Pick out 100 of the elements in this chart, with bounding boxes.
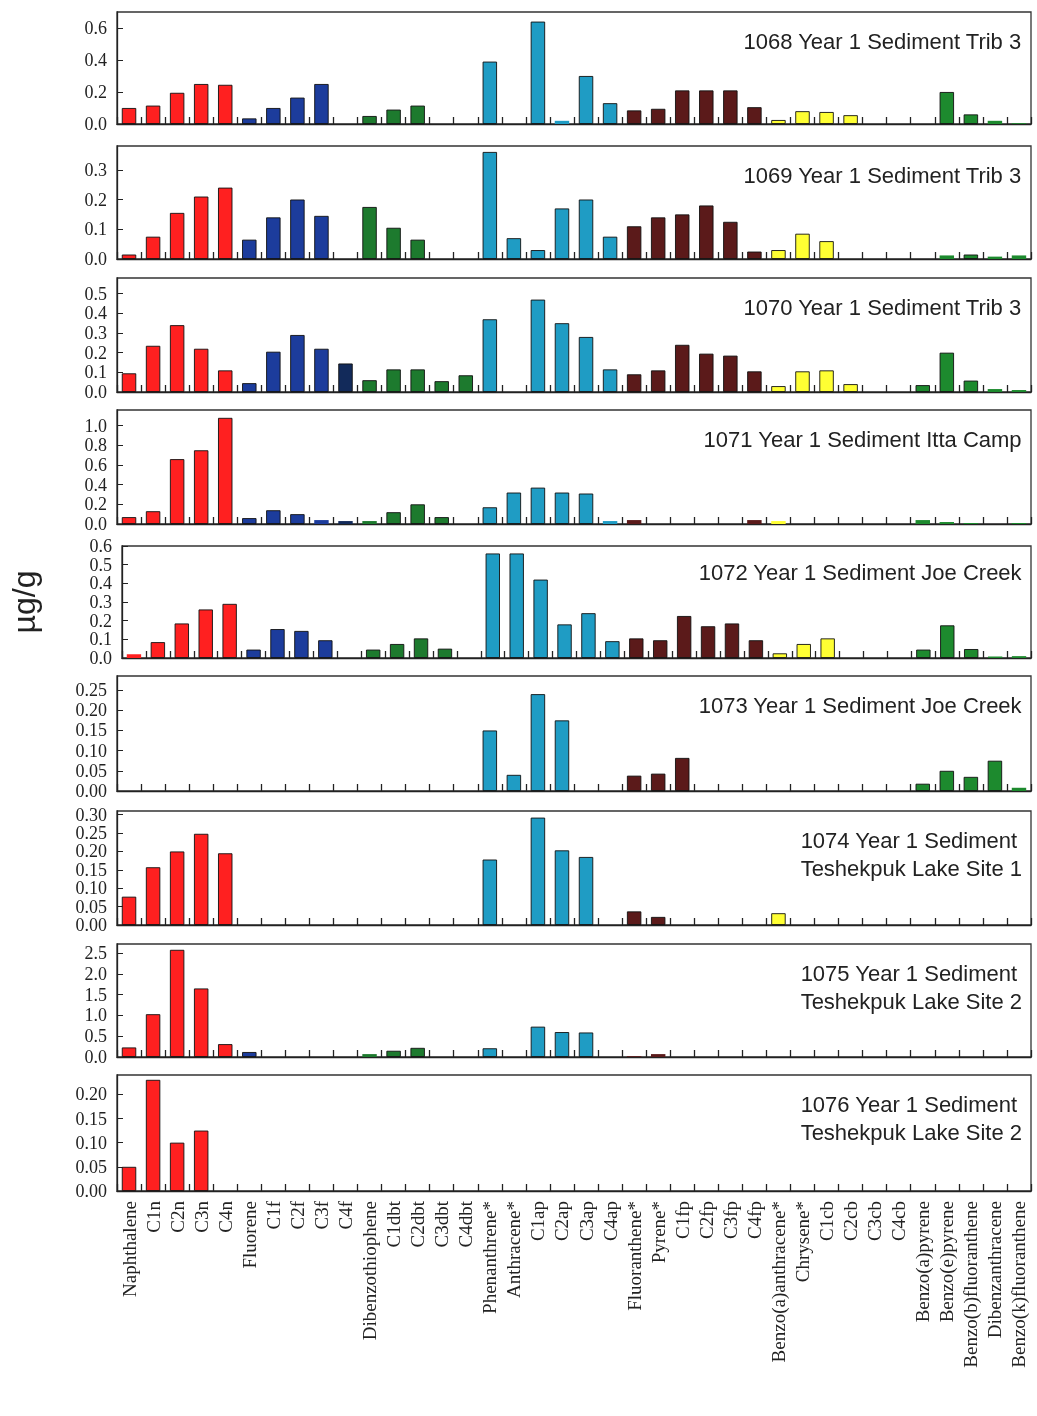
bar	[193, 348, 209, 392]
bar	[578, 493, 594, 524]
bar	[650, 108, 666, 124]
bar	[362, 206, 377, 259]
bar	[554, 850, 570, 925]
y-tick-label: 2.0	[84, 963, 107, 984]
bar	[747, 371, 762, 392]
x-tick-label: C2ap	[551, 1201, 573, 1242]
bar	[145, 1079, 161, 1191]
bar	[318, 640, 333, 658]
bar	[242, 383, 257, 392]
bar	[482, 859, 498, 925]
y-tick-label: 0.10	[75, 1132, 107, 1153]
text: 1070 Year 1 Sediment Trib 3	[743, 294, 1022, 320]
bar	[218, 84, 233, 124]
x-tick-label: Anthracene*	[503, 1201, 525, 1299]
bar	[246, 649, 261, 658]
bar	[145, 345, 161, 392]
bar	[987, 760, 1003, 791]
x-tick-label: C4f	[335, 1200, 356, 1230]
y-tick-label: 0.15	[75, 859, 107, 880]
bar	[121, 517, 137, 524]
bar	[557, 624, 572, 658]
bar	[1011, 255, 1027, 259]
bar	[724, 623, 740, 658]
bar	[193, 196, 209, 259]
bar	[940, 625, 955, 658]
bar	[650, 916, 666, 925]
bar	[819, 112, 834, 124]
bar	[509, 553, 524, 658]
x-tick-label: Chrysene*	[792, 1201, 813, 1283]
bar	[362, 521, 377, 524]
bar	[482, 151, 498, 259]
x-tick-label: C1f	[262, 1200, 284, 1230]
text: 1069 Year 1 Sediment Trib 3	[743, 162, 1022, 188]
bar	[218, 187, 233, 259]
y-tick-label: 0.25	[75, 823, 107, 844]
x-tick-label: C4n	[214, 1200, 236, 1233]
bar	[121, 1166, 137, 1191]
y-tick-label: 0.2	[84, 189, 107, 210]
bar	[169, 92, 185, 124]
bar	[939, 770, 955, 791]
bar	[482, 319, 498, 392]
bar	[410, 369, 425, 392]
bar	[270, 629, 285, 658]
text: 1071 Year 1 Sediment Itta Camp	[703, 426, 1022, 452]
bar	[386, 1050, 401, 1057]
bar	[386, 369, 401, 392]
y-tick-label: 0.2	[84, 494, 107, 515]
x-tick-label: C4fp	[743, 1201, 765, 1239]
x-tick-label: C2n	[166, 1200, 188, 1233]
bar	[771, 250, 786, 259]
x-tick-label: C4dbt	[455, 1200, 477, 1248]
bar	[533, 579, 548, 658]
y-tick-label: 0.20	[75, 1084, 107, 1105]
bar	[198, 609, 213, 658]
bar	[653, 640, 668, 658]
bar	[314, 215, 329, 259]
bar	[771, 120, 786, 124]
bar	[121, 108, 137, 124]
bar	[145, 105, 161, 124]
x-tick-label: Benzo(k)fluoranthene	[1008, 1201, 1031, 1368]
bar	[410, 504, 425, 524]
bar	[602, 103, 618, 124]
bar	[796, 644, 811, 658]
bar	[314, 348, 329, 392]
x-tick-label: Benzo(b)fluoranthene	[960, 1201, 983, 1368]
bar	[434, 517, 449, 524]
y-tick-label: 0.0	[84, 1047, 107, 1067]
x-tick-label: C2fp	[695, 1201, 717, 1239]
bar	[987, 389, 1003, 392]
bar	[386, 227, 401, 259]
bar	[458, 375, 473, 392]
bar	[675, 214, 690, 259]
bar	[723, 355, 738, 392]
x-tick-label: C4cb	[888, 1201, 910, 1242]
bar	[795, 233, 810, 259]
bar	[437, 648, 453, 658]
bar	[530, 817, 546, 925]
bar	[145, 1014, 161, 1057]
bar	[506, 774, 522, 791]
y-tick-label: 0.05	[75, 1156, 107, 1177]
bar	[675, 344, 690, 392]
bar	[939, 92, 955, 124]
bar	[266, 217, 281, 259]
bar	[650, 217, 666, 259]
x-tick-label: Fluorene	[238, 1201, 260, 1269]
bar	[174, 623, 189, 658]
bar	[222, 603, 237, 658]
y-tick-label: 0.0	[84, 114, 107, 134]
x-tick-label: Pyrene*	[647, 1201, 669, 1264]
bar	[530, 1026, 546, 1057]
bar	[242, 239, 257, 259]
bar	[169, 212, 185, 259]
y-tick-label: 2.5	[84, 943, 107, 964]
bar	[294, 630, 309, 658]
y-tick-label: 0.30	[75, 804, 107, 825]
bar	[386, 109, 401, 124]
bar	[218, 417, 233, 524]
y-tick-label: 0.4	[84, 50, 107, 70]
